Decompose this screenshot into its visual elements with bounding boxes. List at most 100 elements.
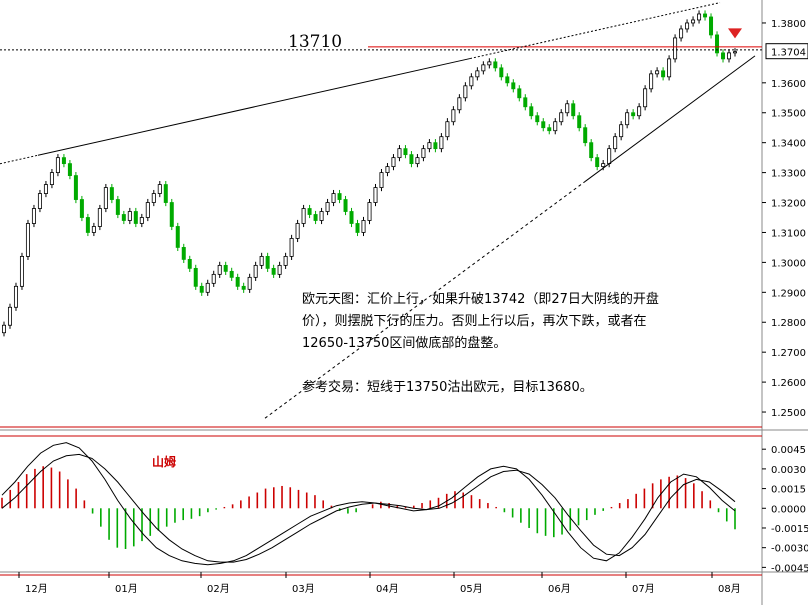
macd-indicator-label: 山姆 (152, 454, 176, 469)
candle-body (175, 226, 180, 248)
price-tick-label: 1.3500 (771, 109, 806, 120)
candle-body (277, 264, 282, 275)
candle-body (217, 264, 222, 275)
candle-body (199, 285, 204, 293)
candle-body (331, 193, 336, 203)
annotation-line: 12650-13750区间做底部的盘整。 (302, 335, 506, 351)
candle-body (181, 247, 186, 260)
candle-body (61, 157, 66, 165)
candle-body (55, 157, 60, 174)
candle-body (235, 276, 240, 287)
x-tick-label: 12月 (25, 583, 48, 595)
candle-body (391, 157, 396, 168)
candle-body (541, 121, 546, 129)
upper-trendline-ext-right (469, 2, 721, 60)
macd-tick-label: -0.0015 (771, 524, 808, 535)
price-tick-label: 1.3100 (771, 228, 806, 239)
candle-body (223, 264, 228, 272)
candle-body (673, 37, 678, 60)
candle-body (667, 58, 672, 78)
candle-body (115, 199, 120, 215)
candle-body (493, 61, 498, 69)
macd-tick-label: 0.0015 (771, 485, 806, 496)
x-axis: 12月 01月 02月 03月 04月 05月 06月 07月 08月 (18, 572, 741, 595)
price-tick-label: 1.2500 (771, 408, 806, 419)
candle-body (121, 214, 126, 221)
candle-body (73, 175, 78, 200)
candle-body (721, 52, 726, 60)
candle-body (373, 187, 378, 203)
candle-body (157, 184, 162, 194)
candle-body (361, 220, 366, 233)
candle-body (187, 258, 192, 269)
candle-body (151, 193, 156, 203)
candle-body (85, 217, 90, 233)
candle-body (397, 148, 402, 159)
macd-lines: 山姆 (1, 442, 736, 566)
candle-body (2, 324, 7, 334)
candle-body (37, 193, 42, 209)
candle-body (517, 88, 522, 99)
candle-body (475, 70, 480, 78)
candle-body (259, 256, 264, 266)
candle-body (469, 76, 474, 87)
candle-body (727, 52, 732, 60)
candle-body (139, 217, 144, 224)
candle-body (601, 163, 606, 168)
x-tick-label: 06月 (548, 583, 571, 595)
annotation-line: 欧元天图：汇价上行，如果升破13742（即27日大阴线的开盘 (302, 291, 659, 307)
candle-body (535, 115, 540, 123)
candle-body (415, 157, 420, 165)
candle-body (403, 148, 408, 156)
candle-body (613, 136, 618, 150)
candle-body (103, 187, 108, 209)
candle-body (529, 106, 534, 117)
candle-body (703, 13, 708, 18)
candle-body (169, 202, 174, 227)
candle-body (133, 211, 138, 224)
x-tick-label: 01月 (115, 583, 138, 595)
candle-body (253, 264, 258, 278)
candle-body (91, 226, 96, 233)
candle-body (127, 211, 132, 221)
candle-body (691, 19, 696, 24)
candle-body (43, 184, 48, 194)
macd-line (1, 442, 736, 566)
candle-body (649, 73, 654, 90)
candle-body (301, 208, 306, 224)
candle-body (577, 115, 582, 129)
candle-body (553, 121, 558, 132)
candle-body (715, 34, 720, 54)
candle-body (7, 306, 12, 326)
candle-body (289, 238, 294, 257)
candle-body (283, 256, 288, 266)
candle-body (31, 208, 36, 224)
x-tick-label: 08月 (718, 583, 741, 595)
candle-body (343, 199, 348, 212)
candle-body (643, 88, 648, 108)
candle-body (523, 97, 528, 108)
macd-histogram (1, 466, 736, 549)
macd-tick-label: 0.0000 (771, 504, 806, 515)
candle-body (13, 285, 18, 308)
candle-body (481, 64, 486, 72)
candle-body (685, 22, 690, 30)
candle-body (661, 70, 666, 78)
candle-body (109, 187, 114, 200)
candle-body (379, 172, 384, 188)
candle-body (97, 208, 102, 227)
price-tick-label: 1.3400 (771, 139, 806, 150)
x-tick-label: 07月 (632, 583, 655, 595)
candle-body (679, 28, 684, 39)
candle-body (445, 121, 450, 138)
candle-body (295, 223, 300, 239)
candle-body (595, 157, 600, 168)
candle-body (619, 124, 624, 138)
price-tick-label: 1.2700 (771, 348, 806, 359)
candle-body (583, 127, 588, 144)
candle-body (19, 256, 24, 287)
price-tick-label: 1.3600 (771, 79, 806, 90)
annotation-line: 参考交易：短线于13750沽出欧元，目标13680。 (302, 379, 593, 395)
candle-body (211, 273, 216, 284)
